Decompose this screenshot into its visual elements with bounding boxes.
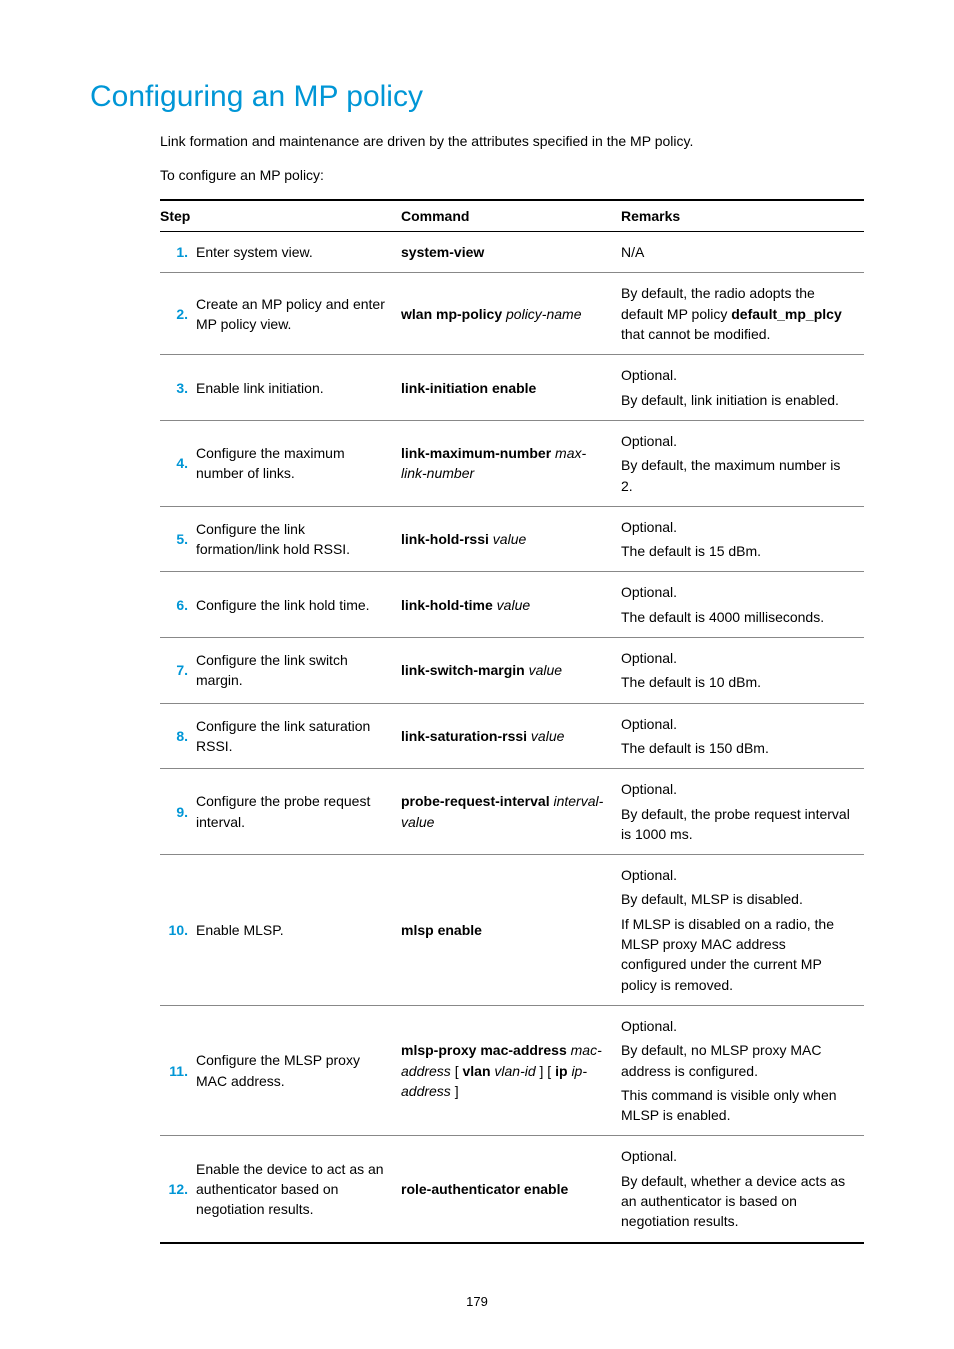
step-number: 3. bbox=[160, 355, 196, 421]
table-row: 3.Enable link initiation.link-initiation… bbox=[160, 355, 864, 421]
command: system-view bbox=[401, 232, 621, 273]
remarks: Optional.The default is 10 dBm. bbox=[621, 638, 864, 704]
remarks: Optional.The default is 150 dBm. bbox=[621, 703, 864, 769]
table-row: 4.Configure the maximum number of links.… bbox=[160, 420, 864, 506]
table-row: 5.Configure the link formation/link hold… bbox=[160, 506, 864, 572]
remarks: Optional.By default, MLSP is disabled.If… bbox=[621, 855, 864, 1006]
remarks: N/A bbox=[621, 232, 864, 273]
step-desc: Enable MLSP. bbox=[196, 855, 401, 1006]
step-desc: Configure the link formation/link hold R… bbox=[196, 506, 401, 572]
command: probe-request-interval interval-value bbox=[401, 769, 621, 855]
col-command-header: Command bbox=[401, 200, 621, 232]
remarks: Optional.The default is 4000 millisecond… bbox=[621, 572, 864, 638]
table-row: 6.Configure the link hold time.link-hold… bbox=[160, 572, 864, 638]
step-number: 10. bbox=[160, 855, 196, 1006]
remarks: By default, the radio adopts the default… bbox=[621, 273, 864, 355]
intro-line-1: Link formation and maintenance are drive… bbox=[160, 132, 864, 152]
step-number: 2. bbox=[160, 273, 196, 355]
step-number: 8. bbox=[160, 703, 196, 769]
remarks: Optional.The default is 15 dBm. bbox=[621, 506, 864, 572]
step-desc: Configure the link switch margin. bbox=[196, 638, 401, 704]
step-desc: Configure the link saturation RSSI. bbox=[196, 703, 401, 769]
command: wlan mp-policy policy-name bbox=[401, 273, 621, 355]
table-row: 1.Enter system view.system-viewN/A bbox=[160, 232, 864, 273]
page-title: Configuring an MP policy bbox=[90, 80, 864, 114]
table-row: 12.Enable the device to act as an authen… bbox=[160, 1136, 864, 1243]
step-desc: Create an MP policy and enter MP policy … bbox=[196, 273, 401, 355]
intro-block: Link formation and maintenance are drive… bbox=[90, 132, 864, 185]
step-desc: Configure the maximum number of links. bbox=[196, 420, 401, 506]
table-row: 2.Create an MP policy and enter MP polic… bbox=[160, 273, 864, 355]
intro-line-2: To configure an MP policy: bbox=[160, 166, 864, 186]
mp-policy-table: Step Command Remarks 1.Enter system view… bbox=[160, 199, 864, 1243]
step-desc: Configure the probe request interval. bbox=[196, 769, 401, 855]
step-desc: Configure the link hold time. bbox=[196, 572, 401, 638]
command: mlsp enable bbox=[401, 855, 621, 1006]
command: link-initiation enable bbox=[401, 355, 621, 421]
step-number: 12. bbox=[160, 1136, 196, 1243]
remarks: Optional.By default, the probe request i… bbox=[621, 769, 864, 855]
command: link-hold-time value bbox=[401, 572, 621, 638]
table-row: 8.Configure the link saturation RSSI.lin… bbox=[160, 703, 864, 769]
step-number: 5. bbox=[160, 506, 196, 572]
step-number: 11. bbox=[160, 1005, 196, 1135]
step-desc: Enable the device to act as an authentic… bbox=[196, 1136, 401, 1243]
remarks: Optional.By default, link initiation is … bbox=[621, 355, 864, 421]
step-desc: Enable link initiation. bbox=[196, 355, 401, 421]
table-row: 7.Configure the link switch margin.link-… bbox=[160, 638, 864, 704]
col-step-header: Step bbox=[160, 200, 401, 232]
remarks: Optional.By default, the maximum number … bbox=[621, 420, 864, 506]
command: mlsp-proxy mac-address mac-address [ vla… bbox=[401, 1005, 621, 1135]
table-row: 11.Configure the MLSP proxy MAC address.… bbox=[160, 1005, 864, 1135]
step-desc: Enter system view. bbox=[196, 232, 401, 273]
command: link-hold-rssi value bbox=[401, 506, 621, 572]
remarks: Optional.By default, whether a device ac… bbox=[621, 1136, 864, 1243]
col-remarks-header: Remarks bbox=[621, 200, 864, 232]
step-number: 9. bbox=[160, 769, 196, 855]
command: link-switch-margin value bbox=[401, 638, 621, 704]
table-row: 10.Enable MLSP.mlsp enableOptional.By de… bbox=[160, 855, 864, 1006]
step-number: 6. bbox=[160, 572, 196, 638]
remarks: Optional.By default, no MLSP proxy MAC a… bbox=[621, 1005, 864, 1135]
step-number: 4. bbox=[160, 420, 196, 506]
step-number: 7. bbox=[160, 638, 196, 704]
command: link-maximum-number max-link-number bbox=[401, 420, 621, 506]
step-number: 1. bbox=[160, 232, 196, 273]
command: role-authenticator enable bbox=[401, 1136, 621, 1243]
step-desc: Configure the MLSP proxy MAC address. bbox=[196, 1005, 401, 1135]
table-row: 9.Configure the probe request interval.p… bbox=[160, 769, 864, 855]
command: link-saturation-rssi value bbox=[401, 703, 621, 769]
